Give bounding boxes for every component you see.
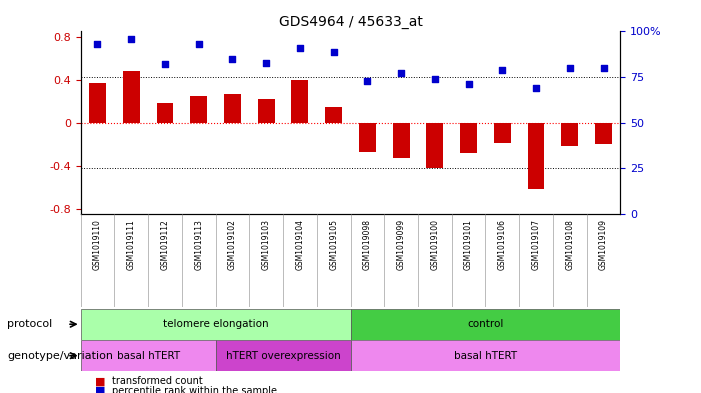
Bar [81, 309, 350, 340]
Text: GSM1019103: GSM1019103 [261, 219, 271, 270]
Bar [156, 103, 173, 123]
Point [429, 76, 440, 82]
Text: GSM1019104: GSM1019104 [295, 219, 304, 270]
Text: GSM1019109: GSM1019109 [599, 219, 608, 270]
Text: transformed count: transformed count [112, 376, 203, 386]
Text: GSM1019108: GSM1019108 [565, 219, 574, 270]
Point [598, 65, 609, 71]
Text: basal hTERT: basal hTERT [116, 351, 179, 361]
Bar [595, 123, 612, 144]
Text: genotype/variation: genotype/variation [7, 351, 113, 361]
Text: GSM1019113: GSM1019113 [194, 219, 203, 270]
Bar [494, 123, 511, 143]
Point [159, 61, 170, 68]
Bar [393, 123, 409, 158]
Point [193, 41, 204, 48]
Text: telomere elongation: telomere elongation [163, 319, 268, 329]
Text: GSM1019102: GSM1019102 [228, 219, 237, 270]
Title: GDS4964 / 45633_at: GDS4964 / 45633_at [278, 15, 423, 29]
Bar [325, 107, 342, 123]
Point [261, 59, 272, 66]
Point [227, 56, 238, 62]
Text: hTERT overexpression: hTERT overexpression [226, 351, 341, 361]
Point [294, 45, 306, 51]
Point [463, 81, 474, 88]
Bar [89, 83, 106, 123]
Bar [224, 94, 241, 123]
Text: control: control [468, 319, 503, 329]
Text: GSM1019106: GSM1019106 [498, 219, 507, 270]
Point [362, 78, 373, 84]
Bar [292, 80, 308, 123]
Text: protocol: protocol [7, 319, 53, 329]
Point [531, 85, 542, 91]
Bar [216, 340, 350, 371]
Text: GSM1019100: GSM1019100 [430, 219, 440, 270]
Bar [81, 340, 216, 371]
Bar [258, 99, 275, 123]
Text: GSM1019099: GSM1019099 [397, 219, 406, 270]
Bar [528, 123, 545, 189]
Point [125, 36, 137, 42]
Bar [562, 123, 578, 147]
Text: GSM1019112: GSM1019112 [161, 219, 170, 270]
Text: GSM1019098: GSM1019098 [363, 219, 372, 270]
Point [395, 70, 407, 77]
Bar [426, 123, 443, 168]
Text: GSM1019105: GSM1019105 [329, 219, 338, 270]
Text: percentile rank within the sample: percentile rank within the sample [112, 386, 277, 393]
Point [328, 48, 339, 55]
Text: GSM1019111: GSM1019111 [127, 219, 136, 270]
Bar [350, 340, 620, 371]
Bar [123, 71, 139, 123]
Text: GSM1019107: GSM1019107 [531, 219, 540, 270]
Text: GSM1019110: GSM1019110 [93, 219, 102, 270]
Bar [460, 123, 477, 153]
Point [564, 65, 576, 71]
Text: GSM1019101: GSM1019101 [464, 219, 473, 270]
Point [497, 67, 508, 73]
Text: ■: ■ [95, 386, 109, 393]
Text: basal hTERT: basal hTERT [454, 351, 517, 361]
Bar [190, 96, 207, 123]
Point [92, 41, 103, 48]
Text: ■: ■ [95, 376, 109, 386]
Bar [359, 123, 376, 152]
Bar [350, 309, 620, 340]
